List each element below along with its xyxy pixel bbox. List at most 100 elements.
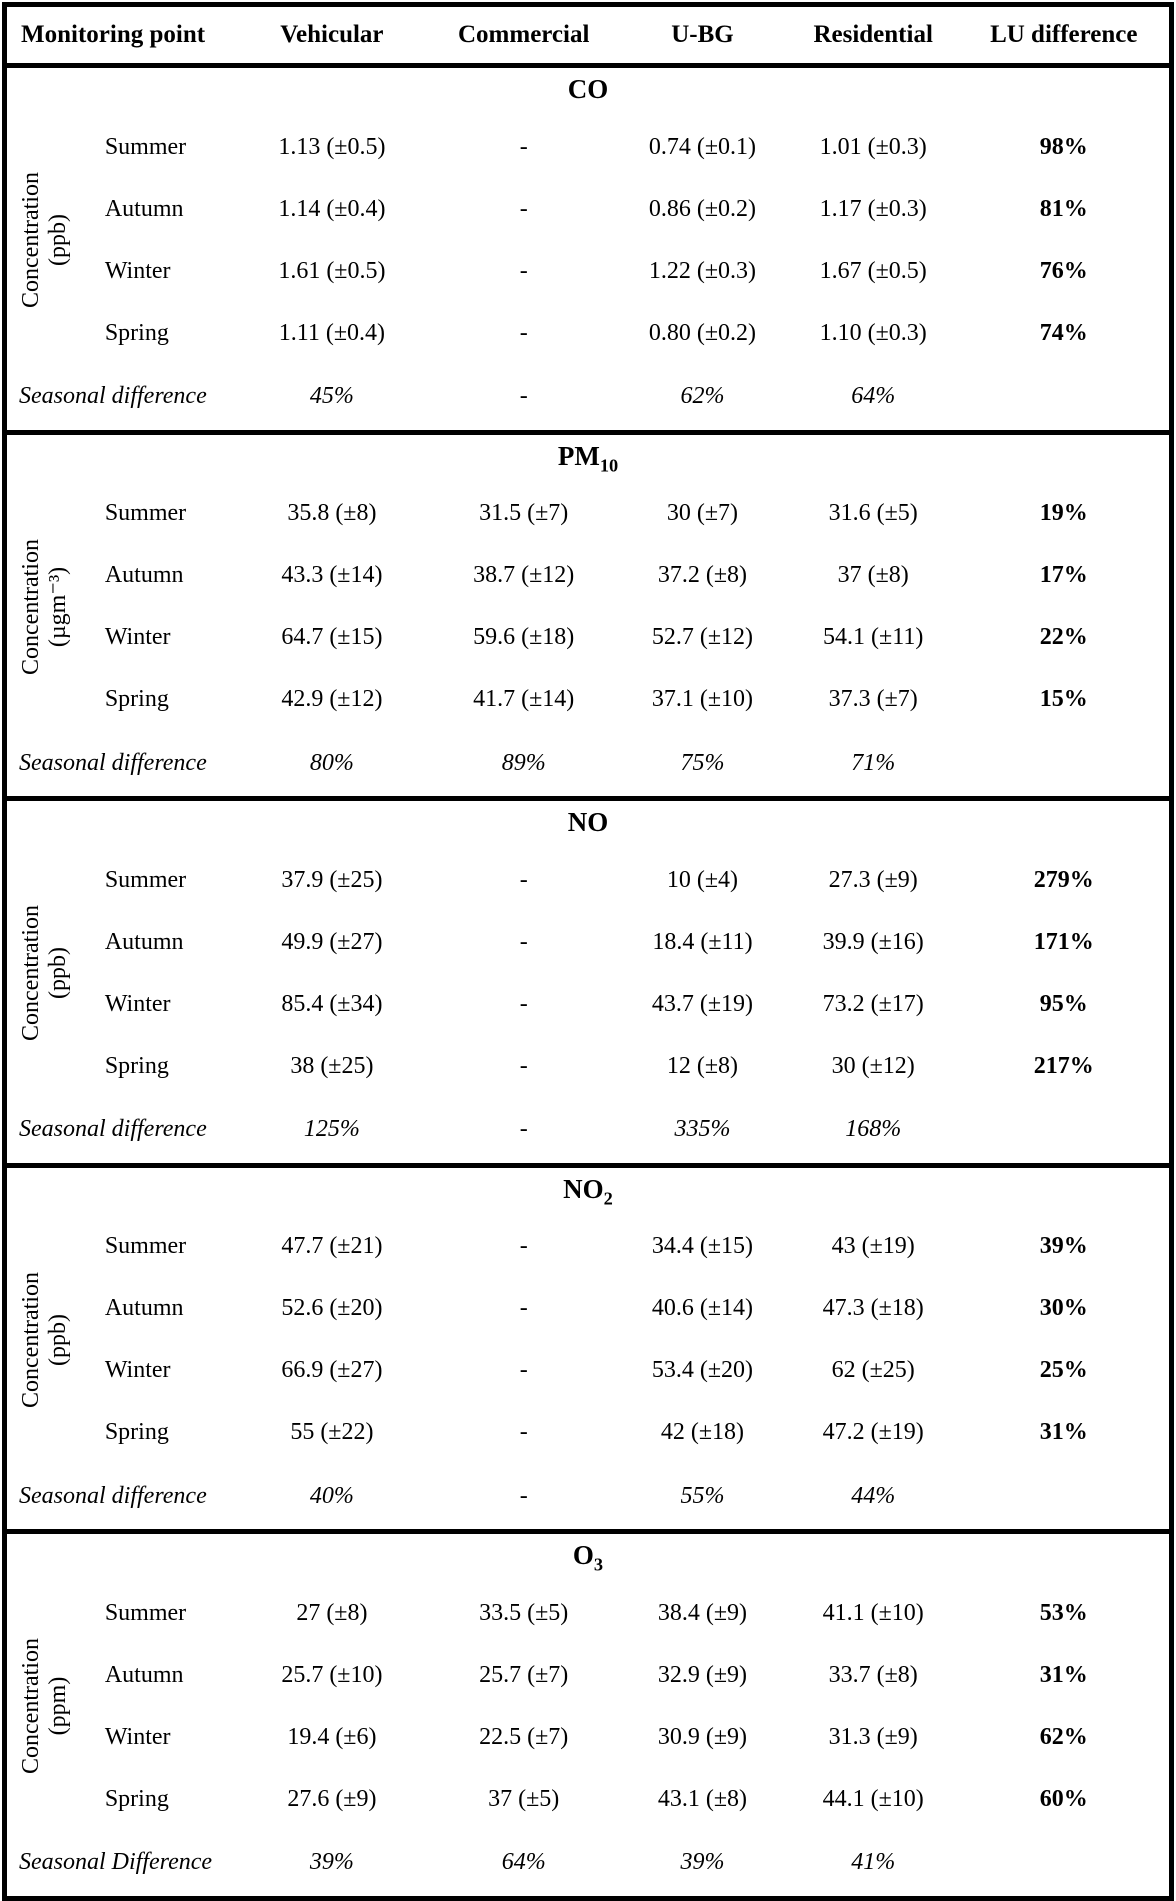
seasonal-residential: 168% (845, 1116, 902, 1143)
value-residential: 37 (±8) (837, 562, 909, 588)
value-ubg: 0.80 (±0.2) (648, 319, 757, 346)
value-ubg: 0.86 (±0.2) (648, 195, 757, 222)
value-residential: 31.3 (±9) (828, 1723, 918, 1750)
seasonal-vehicular: 45% (309, 383, 354, 410)
season-label: Autumn (104, 928, 184, 955)
value-vehicular: 47.7 (±21) (281, 1233, 383, 1259)
section-title-row-o3: O3 (4, 1529, 1172, 1582)
value-residential: 1.01 (±0.3) (819, 133, 927, 160)
value-vehicular: 42.9 (±12) (281, 686, 383, 712)
concentration-axis-label: Concentration (ppm) (18, 1581, 72, 1831)
value-lu-difference: 217% (1033, 1052, 1094, 1079)
header-monitoring-point: Monitoring point (4, 4, 234, 68)
seasonal-lu-empty (959, 731, 1172, 799)
value-commercial: 25.7 (±7) (479, 1661, 569, 1688)
seasonal-residential: 64% (851, 383, 896, 410)
axis-unit-text: (ppm) (44, 1676, 71, 1736)
seasonal-vehicular: 39% (309, 1849, 354, 1876)
value-lu-difference: 98% (1039, 133, 1088, 160)
value-commercial: - (519, 133, 528, 160)
season-label: Winter (104, 990, 171, 1017)
seasonal-commercial: 89% (501, 749, 546, 776)
value-lu-difference: 76% (1039, 257, 1088, 284)
axis-label-cell: Concentration (ppb) (5, 1216, 83, 1464)
pollutant-title-o3: O3 (4, 1529, 1172, 1582)
pollutant-title-no2: NO2 (4, 1162, 1172, 1216)
axis-label-text: Concentration (18, 538, 45, 675)
value-lu-difference: 60% (1039, 1785, 1088, 1812)
value-residential: 47.3 (±18) (822, 1295, 924, 1321)
value-lu-difference: 171% (1033, 928, 1094, 955)
value-commercial: - (519, 1233, 528, 1259)
pollutant-sub: 3 (593, 1554, 604, 1575)
table-row: Winter 66.9 (±27) - 53.4 (±20) 62 (±25) … (5, 1340, 1172, 1402)
season-label: Spring (104, 1785, 169, 1812)
value-residential: 73.2 (±17) (822, 990, 924, 1017)
value-residential: 41.1 (±10) (822, 1599, 924, 1626)
seasonal-ubg: 335% (674, 1116, 731, 1143)
table-row: Winter 64.7 (±15) 59.6 (±18) 52.7 (±12) … (5, 607, 1172, 669)
value-commercial: - (519, 928, 528, 955)
value-commercial: - (519, 1357, 528, 1383)
table-row: Autumn 1.14 (±0.4) - 0.86 (±0.2) 1.17 (±… (5, 178, 1172, 240)
value-residential: 1.67 (±0.5) (819, 257, 927, 284)
table-row: Winter 85.4 (±34) - 43.7 (±19) 73.2 (±17… (5, 973, 1172, 1035)
table-row: Concentration (µgm⁻³) Summer 35.8 (±8) 31… (5, 483, 1172, 674)
value-residential: 47.2 (±19) (822, 1419, 924, 1445)
concentration-axis-label: Concentration (ppb) (18, 1215, 72, 1465)
pollutant-sub: 2 (603, 1188, 613, 1209)
value-ubg: 10 (±4) (666, 866, 739, 893)
seasonal-ubg: 39% (680, 1849, 725, 1876)
season-label: Spring (104, 1052, 169, 1079)
seasonal-difference-row: Seasonal difference 125% - 335% 168% (5, 1097, 1172, 1165)
season-label: Spring (104, 319, 169, 346)
value-ubg: 42 (±18) (660, 1419, 745, 1445)
table-row: Autumn 49.9 (±27) - 18.4 (±11) 39.9 (±16… (5, 911, 1172, 973)
value-ubg: 43.7 (±19) (651, 990, 754, 1017)
table-row: Spring 1.11 (±0.4) - 0.80 (±0.2) 1.10 (±… (5, 302, 1172, 364)
section-title-row-co: CO (4, 63, 1172, 116)
seasonal-commercial: 64% (501, 1849, 546, 1876)
season-label: Summer (104, 1599, 187, 1626)
seasonal-commercial: - (519, 1116, 528, 1143)
season-label: Summer (104, 866, 187, 893)
value-commercial: - (519, 1419, 528, 1445)
value-ubg: 37.2 (±8) (657, 562, 748, 588)
table-row: Concentration (ppb) Summer 1.13 (±0.5) - … (5, 116, 1172, 308)
header-residential: Residential (787, 4, 959, 68)
seasonal-difference-label: Seasonal Difference (19, 1849, 213, 1876)
axis-label-text: Concentration (18, 905, 45, 1041)
seasonal-difference-row: Seasonal Difference 39% 64% 39% 41% (5, 1830, 1172, 1898)
value-ubg: 1.22 (±0.3) (648, 257, 757, 284)
seasonal-vehicular: 40% (309, 1482, 354, 1509)
pollutant-base: CO (567, 74, 609, 105)
seasonal-commercial: - (519, 1482, 528, 1509)
value-ubg: 30.9 (±9) (657, 1723, 748, 1750)
value-ubg: 30 (±7) (666, 500, 739, 526)
seasonal-difference-label: Seasonal difference (19, 1116, 207, 1143)
value-commercial: - (519, 257, 528, 284)
value-lu-difference: 62% (1039, 1723, 1088, 1750)
pollutant-base: NO (563, 1173, 604, 1204)
seasonal-difference-label: Seasonal difference (19, 383, 207, 410)
value-commercial: 41.7 (±14) (473, 686, 575, 712)
value-lu-difference: 31% (1039, 1661, 1088, 1688)
table-row: Winter 1.61 (±0.5) - 1.22 (±0.3) 1.67 (±… (5, 240, 1172, 302)
value-lu-difference: 39% (1039, 1233, 1088, 1259)
value-ubg: 32.9 (±9) (657, 1661, 748, 1688)
value-vehicular: 85.4 (±34) (281, 990, 383, 1017)
value-lu-difference: 22% (1039, 624, 1088, 650)
value-lu-difference: 81% (1039, 195, 1088, 222)
value-lu-difference: 74% (1039, 319, 1088, 346)
value-vehicular: 27 (±8) (296, 1599, 368, 1626)
value-commercial: - (519, 990, 528, 1017)
season-label: Autumn (104, 195, 184, 222)
value-lu-difference: 17% (1039, 562, 1088, 588)
value-lu-difference: 95% (1039, 990, 1088, 1017)
table-row: Spring 27.6 (±9) 37 (±5) 43.1 (±8) 44.1 … (5, 1768, 1172, 1830)
axis-unit-text: (ppb) (44, 1313, 71, 1366)
value-commercial: 37 (±5) (488, 1785, 560, 1812)
seasonal-lu-empty (959, 1464, 1172, 1532)
seasonal-lu-empty (959, 1097, 1172, 1165)
